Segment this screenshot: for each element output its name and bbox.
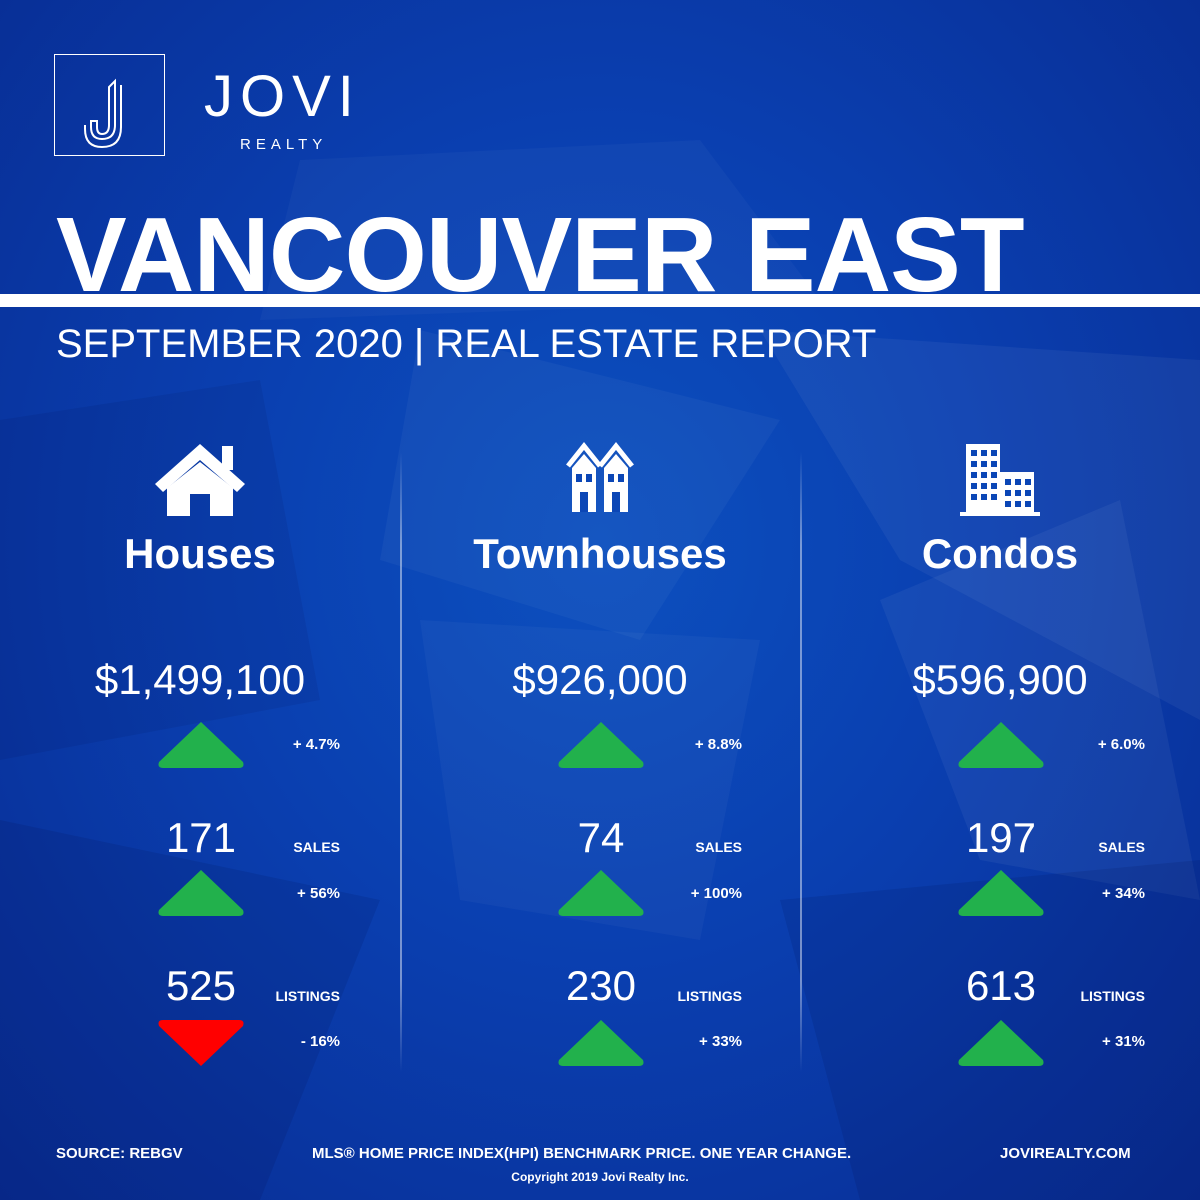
listings-change: + 33% (699, 1033, 742, 1050)
column-townhouses: Townhouses $926,000 + 8.8% 74 SALES + 10… (400, 430, 800, 1090)
sales-label: SALES (1098, 839, 1145, 855)
sales-count: 74 (577, 814, 625, 861)
sales-change: + 56% (297, 885, 340, 902)
footer-website[interactable]: JOVIREALTY.COM (1000, 1145, 1131, 1162)
trend-up-icon (958, 1020, 1044, 1066)
trend-up-icon (158, 722, 244, 768)
logo (54, 54, 165, 156)
report-subtitle: SEPTEMBER 2020 | REAL ESTATE REPORT (56, 322, 877, 366)
condo-building-icon (960, 444, 1040, 516)
sales-label: SALES (293, 839, 340, 855)
trend-up-icon (558, 1020, 644, 1066)
house-icon (155, 444, 245, 516)
sales-count: 171 (165, 814, 237, 861)
trend-up-icon (958, 722, 1044, 768)
benchmark-price: $596,900 (912, 656, 1088, 703)
sales-count: 197 (965, 814, 1037, 861)
benchmark-price: $926,000 (512, 656, 688, 703)
title-underline (0, 294, 1200, 307)
listings-count: 230 (565, 962, 637, 1009)
category-title: Townhouses (473, 530, 727, 577)
column-houses: Houses $1,499,100 + 4.7% 171 SALES + 56%… (0, 430, 400, 1090)
listings-change: - 16% (300, 1033, 340, 1050)
price-change: + 4.7% (292, 736, 340, 753)
listings-label: LISTINGS (1080, 988, 1145, 1004)
sales-change: + 100% (690, 885, 742, 902)
footer-note: MLS® HOME PRICE INDEX(HPI) BENCHMARK PRI… (312, 1145, 852, 1162)
j-monogram-icon (84, 78, 122, 149)
sales-change: + 34% (1102, 885, 1145, 902)
column-condos: Condos $596,900 + 6.0% 197 SALES + 34% 6… (800, 430, 1200, 1090)
footer-source: SOURCE: REBGV (56, 1145, 183, 1162)
copyright: Copyright 2019 Jovi Realty Inc. (511, 1170, 689, 1184)
trend-up-icon (158, 870, 244, 916)
price-change: + 8.8% (694, 736, 742, 753)
title-block: VANCOUVER EAST (0, 200, 1200, 312)
column-divider (400, 452, 402, 1072)
trend-up-icon (958, 870, 1044, 916)
trend-down-icon (158, 1020, 244, 1066)
listings-count: 525 (165, 962, 237, 1009)
listings-change: + 31% (1102, 1033, 1145, 1050)
listings-count: 613 (965, 962, 1037, 1009)
trend-up-icon (558, 870, 644, 916)
trend-up-icon (558, 722, 644, 768)
brand-name: JOVI (204, 64, 361, 129)
sales-label: SALES (695, 839, 742, 855)
listings-label: LISTINGS (677, 988, 742, 1004)
price-change: + 6.0% (1097, 736, 1145, 753)
column-divider (800, 452, 802, 1072)
brand-subtitle: REALTY (240, 136, 328, 153)
page-title: VANCOUVER EAST (56, 196, 1025, 314)
listings-label: LISTINGS (275, 988, 340, 1004)
category-title: Houses (124, 530, 276, 577)
benchmark-price: $1,499,100 (94, 656, 306, 703)
category-title: Condos (921, 530, 1079, 577)
townhouse-icon (566, 441, 634, 512)
